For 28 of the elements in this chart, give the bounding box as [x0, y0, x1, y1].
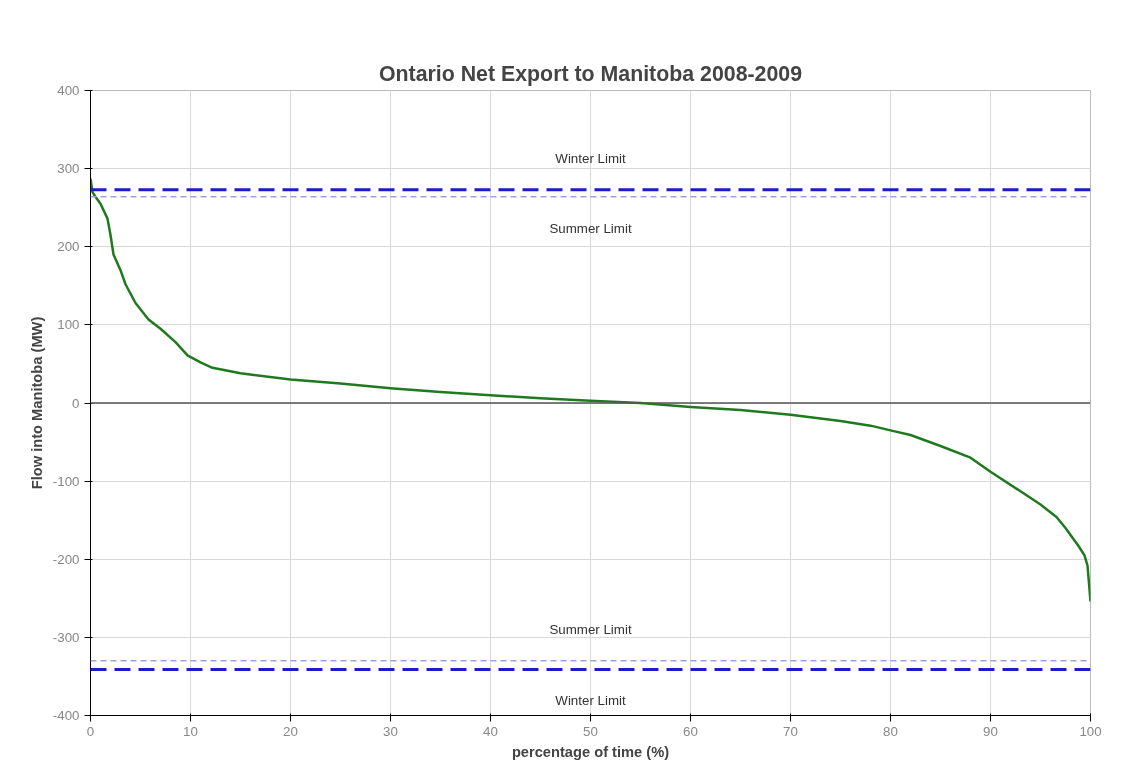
y-tick-label: 100 [57, 317, 80, 333]
ref-line-label: Winter Limit [555, 693, 626, 709]
y-tick-label: -100 [52, 473, 80, 489]
x-tick-label: 80 [883, 723, 898, 739]
ref-line-label: Summer Limit [549, 621, 632, 637]
y-tick-label: 400 [57, 83, 80, 98]
y-tick-label: 300 [57, 161, 80, 177]
chart-title: Ontario Net Export to Manitoba 2008-2009 [378, 61, 803, 86]
x-tick-label: 60 [683, 723, 698, 739]
x-tick-label: 50 [583, 723, 598, 739]
x-tick-label: 10 [183, 723, 198, 739]
x-tick-label: 30 [383, 723, 398, 739]
line-series [90, 177, 1091, 603]
y-tick-label: -200 [52, 551, 80, 567]
x-tick-label: 20 [283, 723, 298, 739]
y-tick-label: -400 [52, 708, 80, 723]
x-axis-title: percentage of time (%) [511, 743, 670, 760]
ref-line-label: Winter Limit [555, 150, 626, 166]
y-tick-label: 200 [57, 239, 80, 255]
x-tick-label: 100 [1079, 723, 1102, 739]
y-axis-title: Flow into Manitoba (MW) [28, 316, 45, 490]
x-tick-label: 40 [483, 723, 498, 739]
y-tick-label: -300 [52, 629, 80, 645]
x-tick-label: 0 [86, 723, 95, 739]
ref-line-label: Summer Limit [549, 220, 632, 236]
x-tick-label: 70 [783, 723, 798, 739]
x-tick-label: 90 [983, 723, 998, 739]
y-tick-label: 0 [72, 395, 80, 411]
